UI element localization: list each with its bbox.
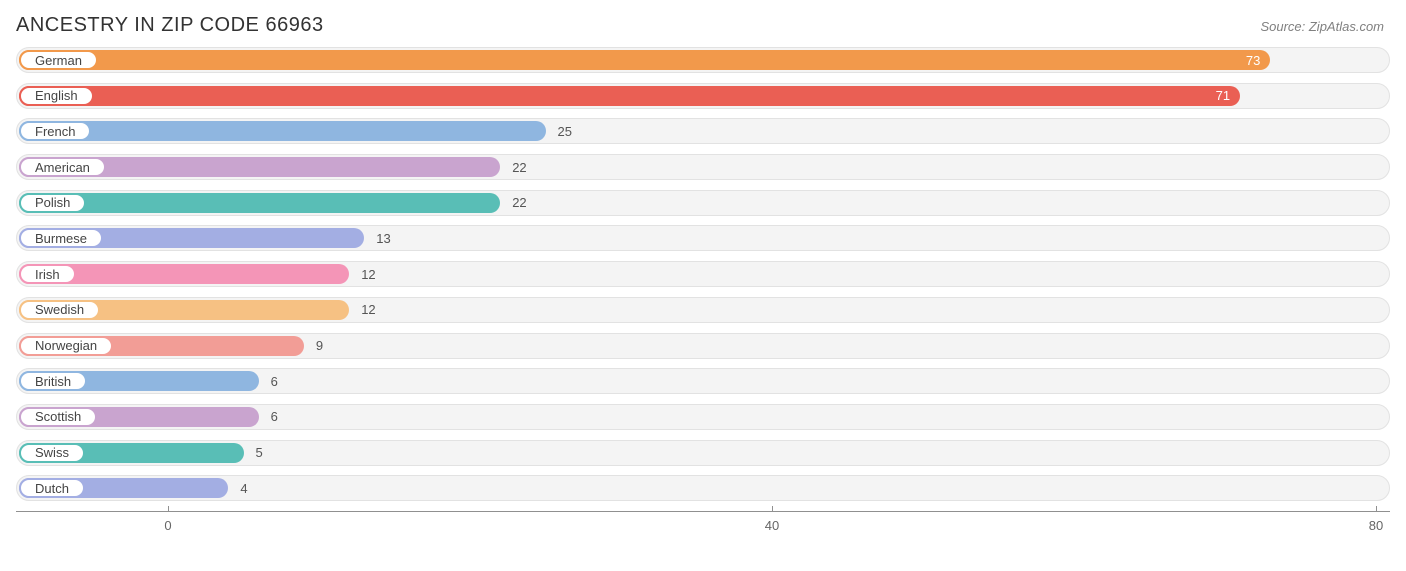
value-text: 5 — [256, 445, 263, 460]
axis-tick — [1376, 506, 1377, 512]
value-label: 22 — [512, 190, 526, 216]
chart-title: ANCESTRY IN ZIP CODE 66963 — [16, 14, 324, 37]
value-text: 12 — [361, 302, 375, 317]
category-label: German — [35, 53, 82, 68]
bar-row: Irish 12 — [16, 261, 1390, 287]
value-text: 22 — [512, 195, 526, 210]
category-pill: American — [19, 157, 106, 177]
category-pill: Burmese — [19, 228, 103, 248]
category-pill: Norwegian — [19, 336, 113, 356]
bar-row: Polish 22 — [16, 190, 1390, 216]
bar-row: American 22 — [16, 154, 1390, 180]
value-label: 6 — [271, 404, 278, 430]
category-pill: Dutch — [19, 478, 85, 498]
value-label: 6 — [271, 368, 278, 394]
category-label: Polish — [35, 195, 70, 210]
value-text: 22 — [512, 160, 526, 175]
bar-row: German 73 — [16, 47, 1390, 73]
category-label: Irish — [35, 267, 60, 282]
value-label: 12 — [361, 297, 375, 323]
value-text: 73 — [1246, 53, 1260, 68]
chart-plot-area: German73English71French25American22Polis… — [0, 47, 1406, 501]
value-text: 6 — [271, 409, 278, 424]
value-label: 13 — [376, 225, 390, 251]
bar-row: Dutch 4 — [16, 475, 1390, 501]
value-text: 25 — [558, 124, 572, 139]
category-label: English — [35, 88, 78, 103]
category-label: Norwegian — [35, 338, 97, 353]
value-label: 5 — [256, 440, 263, 466]
bar-row: British 6 — [16, 368, 1390, 394]
value-label: 71 — [1216, 83, 1230, 109]
bar-row: Burmese 13 — [16, 225, 1390, 251]
value-text: 13 — [376, 231, 390, 246]
category-label: British — [35, 374, 71, 389]
category-pill: Swiss — [19, 443, 85, 463]
category-label: Burmese — [35, 231, 87, 246]
value-label: 25 — [558, 118, 572, 144]
value-label: 73 — [1246, 47, 1260, 73]
bar-row: English 71 — [16, 83, 1390, 109]
axis-tick-label: 0 — [164, 518, 171, 533]
category-pill: Swedish — [19, 300, 100, 320]
bar-fill — [19, 121, 546, 141]
category-pill: British — [19, 371, 87, 391]
category-pill: French — [19, 121, 91, 141]
value-text: 71 — [1216, 88, 1230, 103]
value-text: 9 — [316, 338, 323, 353]
category-pill: Polish — [19, 193, 86, 213]
bar-row: Swiss 5 — [16, 440, 1390, 466]
value-text: 6 — [271, 374, 278, 389]
value-label: 12 — [361, 261, 375, 287]
axis-tick-label: 40 — [765, 518, 779, 533]
category-pill: Scottish — [19, 407, 97, 427]
chart-header: ANCESTRY IN ZIP CODE 66963 Source: ZipAt… — [0, 0, 1406, 47]
category-pill: German — [19, 50, 98, 70]
value-label: 4 — [240, 475, 247, 501]
bar-fill — [19, 193, 500, 213]
bar-row: Scottish 6 — [16, 404, 1390, 430]
axis-tick — [772, 506, 773, 512]
category-pill: Irish — [19, 264, 76, 284]
bar-row: Swedish 12 — [16, 297, 1390, 323]
value-text: 4 — [240, 481, 247, 496]
value-label: 22 — [512, 154, 526, 180]
category-label: Scottish — [35, 409, 81, 424]
axis-tick-label: 80 — [1369, 518, 1383, 533]
value-text: 12 — [361, 267, 375, 282]
bar-row: French 25 — [16, 118, 1390, 144]
category-label: Swedish — [35, 302, 84, 317]
value-label: 9 — [316, 333, 323, 359]
bar-fill — [19, 86, 1240, 106]
category-label: French — [35, 124, 75, 139]
category-label: American — [35, 160, 90, 175]
category-pill: English — [19, 86, 94, 106]
x-axis: 0 40 80 — [16, 511, 1390, 541]
category-label: Swiss — [35, 445, 69, 460]
bar-row: Norwegian 9 — [16, 333, 1390, 359]
bar-fill — [19, 50, 1270, 70]
chart-source: Source: ZipAtlas.com — [1260, 19, 1384, 34]
axis-tick — [168, 506, 169, 512]
category-label: Dutch — [35, 481, 69, 496]
